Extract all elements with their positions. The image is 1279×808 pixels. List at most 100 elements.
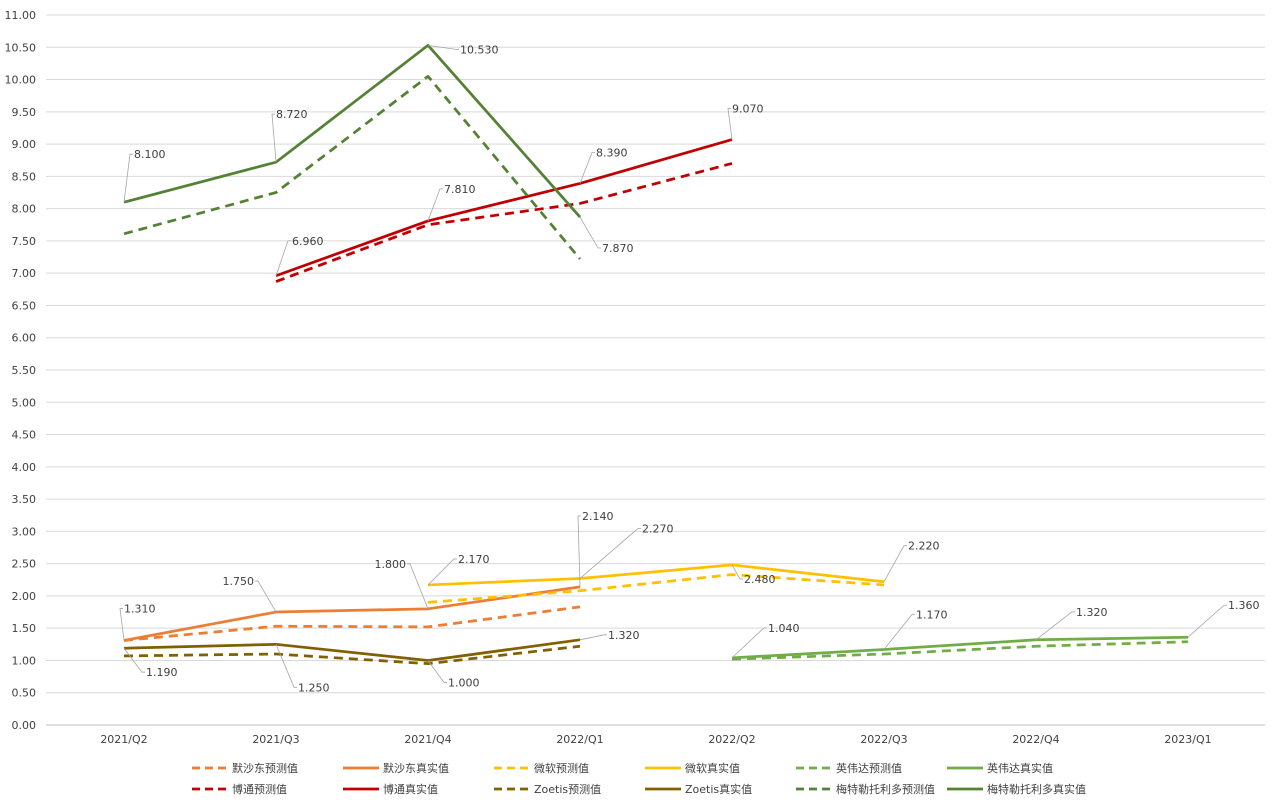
y-tick-label: 6.50 [12,299,37,312]
data-label-leader [275,240,291,276]
data-label-leader [731,627,767,659]
y-tick-label: 8.00 [12,203,37,216]
x-tick-label: 2023/Q1 [1164,733,1211,746]
x-tick-label: 2022/Q3 [860,733,907,746]
y-tick-label: 0.00 [12,719,37,732]
data-label-leader [119,608,125,641]
data-label: 10.530 [460,43,499,56]
series-line [123,644,581,666]
series-line [123,74,582,260]
data-label: 9.070 [732,103,764,116]
legend-label: Zoetis真实值 [685,782,752,796]
data-label-leader [1035,611,1075,641]
data-label: 2.270 [642,522,674,535]
legend-label: 默沙东真实值 [383,761,449,775]
legend-label: 默沙东预测值 [232,762,298,775]
data-label: 1.190 [146,666,178,679]
y-tick-label: 9.00 [12,138,37,151]
x-tick-label: 2022/Q1 [556,733,603,746]
data-labels: 8.100 8.720 10.530 7.870 6.960 7.810 8.390 9.07… [119,43,1260,694]
data-label: 2.140 [582,510,614,523]
data-label: 1.000 [448,676,480,689]
data-label-leader [579,216,601,249]
y-tick-label: 1.50 [12,622,37,635]
legend-label: 微软真实值 [685,761,740,775]
series-line [731,635,1189,660]
y-tick-label: 3.50 [12,493,37,506]
y-tick-label: 2.50 [12,558,37,571]
data-label: 8.390 [596,146,628,159]
y-tick-label: 7.50 [12,235,37,248]
series-lines [123,43,1189,666]
y-axis-tick-labels: 0.00 0.50 1.00 1.50 2.00 2.50 3.00 3.50 4.00 4.50… [5,9,37,732]
legend-label: 博通真实值 [383,782,438,796]
y-tick-label: 4.50 [12,429,37,442]
data-label-leader [577,515,581,587]
y-tick-label: 7.00 [12,267,37,280]
data-label: 1.320 [1076,606,1108,619]
y-tick-label: 8.50 [12,170,37,183]
data-label: 2.480 [744,573,776,586]
series-line [427,573,885,604]
x-tick-label: 2021/Q4 [404,733,451,746]
data-label-leader [579,528,641,579]
legend-label: Zoetis预测值 [534,783,601,796]
data-label-leader [731,564,743,580]
data-label: 1.170 [916,608,948,621]
data-label: 1.040 [768,622,800,635]
legend-label: 梅特勒托利多真实值 [987,782,1086,796]
data-label: 2.220 [908,540,940,553]
data-label: 1.800 [375,558,407,571]
data-label: 1.750 [223,575,255,588]
gridlines [46,14,1265,726]
y-tick-label: 6.00 [12,332,37,345]
data-label-leader [427,188,443,222]
data-label: 1.310 [124,602,156,615]
series-line [427,563,885,587]
data-label-leader [427,660,447,683]
y-tick-label: 4.00 [12,461,37,474]
y-tick-label: 2.00 [12,590,37,603]
data-label-leader [407,563,429,609]
data-label: 1.250 [298,681,330,694]
x-tick-label: 2022/Q2 [708,733,755,746]
data-label-leader [123,153,133,203]
data-label: 6.960 [292,235,324,248]
data-label: 7.810 [444,183,476,196]
legend-label: 英伟达真实值 [987,761,1053,775]
data-label-leader [1187,604,1227,638]
y-tick-label: 11.00 [5,9,37,22]
data-label: 8.720 [276,108,308,121]
data-label-leader [727,108,733,140]
x-tick-label: 2021/Q3 [252,733,299,746]
y-tick-label: 10.50 [5,41,37,54]
x-tick-label: 2021/Q2 [100,733,147,746]
series-line [123,605,581,642]
data-label-leader [883,614,915,650]
data-label-leader [275,644,297,688]
data-label: 7.870 [602,242,634,255]
data-label: 2.170 [458,553,490,566]
y-tick-label: 5.50 [12,364,37,377]
x-tick-label: 2022/Q4 [1012,733,1059,746]
legend-label: 微软预测值 [534,761,589,775]
series-line [123,638,581,662]
y-tick-label: 9.50 [12,106,37,119]
y-tick-label: 3.00 [12,525,37,538]
y-tick-label: 10.00 [5,74,37,87]
series-line [275,138,733,278]
data-label-leader [255,580,277,613]
data-label-leader [123,647,145,673]
data-label: 8.100 [134,148,166,161]
series-line [275,162,733,283]
series-line [123,43,582,218]
data-label-leader [883,545,907,582]
legend-label: 梅特勒托利多预测值 [836,782,935,796]
y-tick-label: 1.00 [12,654,37,667]
data-label: 1.360 [1228,599,1260,612]
data-label: 1.320 [608,629,640,642]
legend-label: 博通预测值 [232,783,287,796]
